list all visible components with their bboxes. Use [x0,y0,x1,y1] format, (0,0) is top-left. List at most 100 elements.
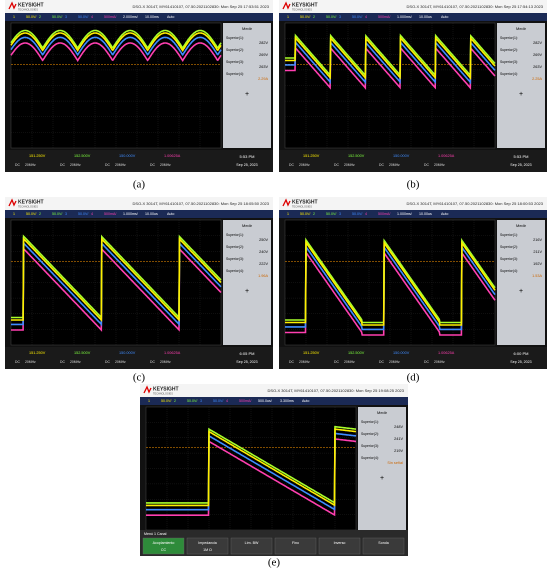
measure-title: Medir [516,223,527,228]
logo [8,198,17,207]
coupling: DC [60,163,65,167]
panel-label: (d) [407,372,420,384]
menu-button[interactable] [274,537,317,555]
measure-name: Superior(4): [226,269,244,273]
menu-label: Sonda [378,541,388,545]
status-bar [279,347,547,369]
channel-setting: 50.0V/ [352,15,362,19]
header-bar [140,384,408,397]
channel-setting: 500mA/ [104,212,116,216]
coupling: DC [379,163,384,167]
menu-button[interactable] [186,537,229,555]
channel-setting: 3 [339,212,341,216]
timebase: Auto [441,212,448,216]
measure-name: Superior(3): [500,257,518,261]
panel-label: (b) [407,179,420,191]
logo [282,1,291,10]
measure-title: Medir [516,26,527,31]
brand: KEYSIGHT [18,2,44,8]
coupling: DC [334,163,339,167]
channel-setting: 2 [174,399,176,403]
timebase: 10.00us [419,15,432,19]
bandwidth: 20MHz [389,163,400,167]
side-panel [497,220,545,345]
channel-setting: 2 [313,15,315,19]
timebase: Auto [302,399,309,403]
measure-name: Superior(2): [226,48,244,52]
header: DSO-X 3014T, MY61410107, 07.50.202110283… [133,201,270,206]
waveform [10,29,222,50]
timebase: 3.300ms [280,399,294,403]
measure-value: 269V [533,53,542,57]
channel-offset: 1.00625A [438,351,455,355]
status-bar [279,150,547,172]
bandwidth: 20MHz [25,360,36,364]
channel-setting: 50.0V/ [161,399,171,403]
measure-value: 240V [259,250,268,254]
header: DSO-X 3014T, MY61410107, 07.50.202110283… [407,201,544,206]
header: DSO-X 3014T, MY61410107, 07.50.202110283… [133,4,270,9]
waveform [11,246,222,332]
channel-offset: 151.250V [29,154,46,158]
status-bar [5,150,273,172]
timebase: 1.000ms/ [123,212,138,216]
measure-value: Sin señal [387,461,403,465]
measure-value: 2.29A [258,77,268,81]
measure-value: 263V [533,65,542,69]
channel-offset: 150.000V [119,154,136,158]
measure-title: Medir [242,223,253,228]
waveform [285,237,496,324]
logo [143,385,152,394]
channel-setting: 3 [65,15,67,19]
measure-value: 241V [394,437,403,441]
coupling: DC [424,163,429,167]
channel-setting: 500mA/ [378,212,390,216]
channel-setting: 500mA/ [239,399,251,403]
menu-button[interactable] [230,537,273,555]
measure-name: Superior(3): [361,444,379,448]
channel-offset: 150.000V [119,351,136,355]
timebase: Auto [441,15,448,19]
channel-bar [5,13,273,21]
waveform [285,33,496,78]
waveform [10,32,222,53]
channel-setting: 50.0V/ [352,212,362,216]
menu-label: Inverso [334,541,346,545]
side-panel [358,407,406,530]
waveform [11,236,222,322]
add-button: + [519,91,523,98]
header: DSO-X 3014T, MY61410107, 07.50.202110283… [407,4,544,9]
waveform [146,438,356,517]
coupling: DC [105,163,110,167]
channel-offset: 150.000V [393,351,410,355]
measure-value: 1.96A [258,274,268,278]
add-button: + [245,91,249,98]
coupling: DC [60,360,65,364]
timebase: 10.00ms [145,15,159,19]
menu-value: CC [161,548,167,552]
menu-button[interactable] [318,537,361,555]
channel-bar [5,210,273,218]
waveform [285,250,496,336]
logo [8,1,17,10]
channel-setting: 3 [339,15,341,19]
side-panel [497,23,545,148]
brand: KEYSIGHT [18,199,44,205]
bandwidth: 20MHz [344,360,355,364]
menu-button[interactable] [142,537,185,555]
menu-button[interactable] [362,537,405,555]
measure-name: Superior(3): [500,60,518,64]
channel-offset: 152.500V [348,154,365,158]
bandwidth: 20MHz [344,163,355,167]
brand: KEYSIGHT [292,2,318,8]
bandwidth: 20MHz [434,163,445,167]
timebase: Auto [167,15,174,19]
channel-offset: 151.250V [29,351,46,355]
channel-setting: 1 [148,399,150,403]
timebase: Auto [167,212,174,216]
waveform [11,240,222,327]
menu-label: Fino [292,541,299,545]
